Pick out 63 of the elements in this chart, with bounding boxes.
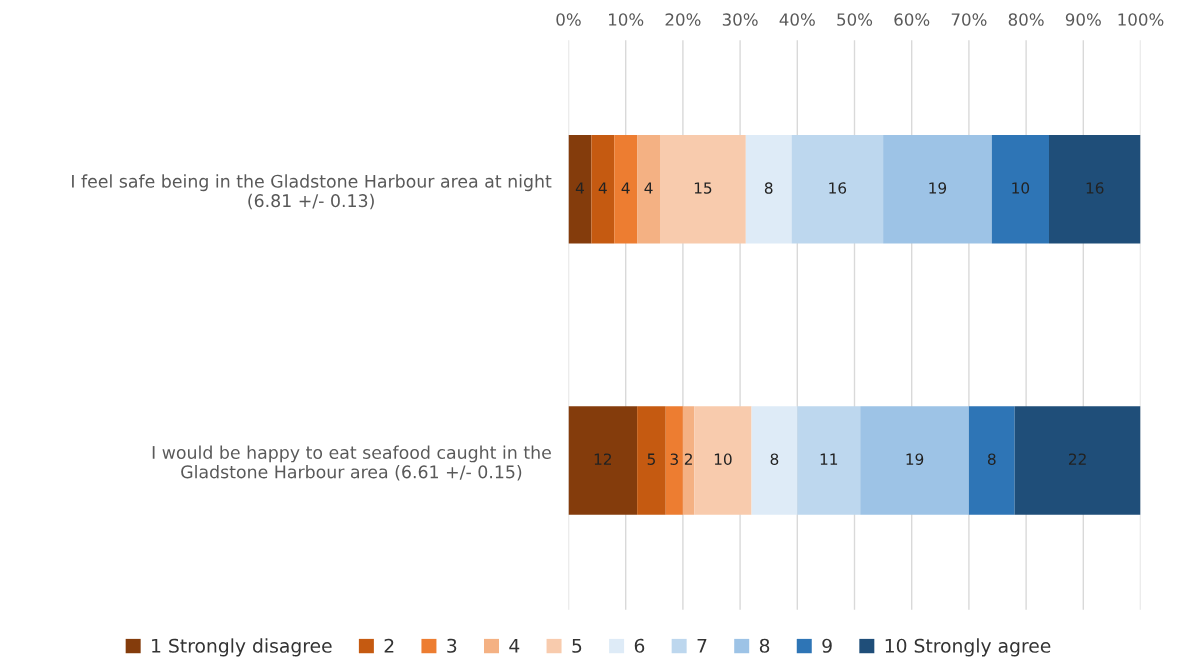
legend-label: 2 [384, 638, 394, 653]
bar [968, 406, 1015, 515]
bar [637, 135, 661, 244]
bar [797, 406, 861, 515]
bar [860, 406, 969, 515]
bar [591, 135, 615, 244]
data-label: 16 [1086, 182, 1104, 194]
data-label: 8 [770, 453, 779, 465]
data-label: 4 [644, 182, 653, 194]
x-tick-label: 80% [1008, 13, 1044, 26]
bar [694, 406, 752, 515]
legend-label: 10 Strongly agree [885, 638, 1051, 657]
y-tick-label: I would be happy to eat seafood caught in the Gladstone Harbour area (6.61 +/- 0.15) [152, 445, 551, 481]
data-label: 10 [1012, 182, 1030, 194]
data-label: 22 [1068, 453, 1086, 465]
data-label: 3 [670, 453, 678, 465]
x-tick-label: 10% [609, 13, 644, 26]
x-tick-label: 30% [722, 13, 758, 26]
x-tick-label: 60% [894, 13, 930, 26]
legend-label: 5 [572, 638, 582, 653]
bar [745, 135, 792, 244]
legend-label: 6 [634, 638, 645, 653]
data-label: 8 [764, 182, 773, 194]
legend-label: 8 [759, 638, 770, 653]
data-label: 4 [598, 182, 607, 194]
x-tick-label: 20% [665, 13, 701, 26]
legend-label: 1 Strongly disagree [152, 638, 332, 657]
data-label: 16 [829, 182, 847, 194]
legend-label: 9 [822, 638, 832, 653]
bar [637, 406, 666, 515]
data-label: 4 [621, 182, 630, 194]
bar [883, 135, 992, 244]
x-tick-label: 90% [1065, 13, 1101, 26]
bar [665, 406, 683, 515]
data-label: 5 [647, 453, 655, 465]
x-tick-label: 0% [556, 13, 581, 26]
data-label: 4 [575, 182, 584, 194]
bar [791, 135, 884, 244]
bar [991, 135, 1049, 244]
bar [614, 135, 638, 244]
data-label: 19 [929, 182, 947, 194]
data-label: 19 [906, 453, 924, 465]
legend-label: 4 [509, 638, 520, 653]
bar [1048, 135, 1141, 244]
data-label: 11 [820, 453, 838, 465]
data-label: 12 [594, 453, 611, 465]
bar [1014, 406, 1141, 515]
x-tick-label: 100% [1118, 13, 1164, 26]
legend-label: 7 [697, 638, 707, 653]
data-label: 2 [684, 453, 692, 465]
bar [660, 135, 746, 244]
data-label: 15 [694, 182, 712, 194]
bar [751, 406, 798, 515]
data-label: 10 [714, 453, 732, 465]
bar [682, 406, 695, 515]
bar [568, 135, 592, 244]
x-tick-label: 70% [951, 13, 987, 26]
legend-label: 3 [447, 638, 457, 653]
y-tick-label: I feel safe being in the Gladstone Harbour area at night (6.81 +/- 0.13) [72, 174, 552, 210]
data-label: 8 [987, 453, 996, 465]
bar [568, 406, 638, 515]
x-tick-label: 50% [837, 13, 873, 26]
x-tick-label: 40% [779, 13, 815, 26]
